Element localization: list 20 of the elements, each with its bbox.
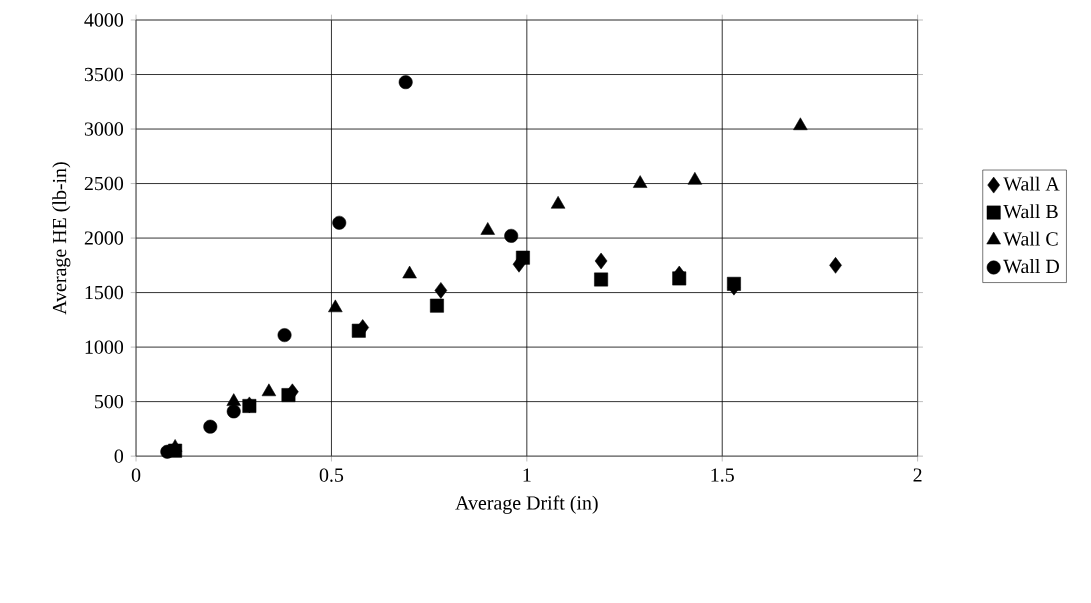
y-tick-label: 3500 (84, 67, 124, 82)
legend-label: Wall B (1003, 204, 1058, 219)
x-axis-title: Average Drift (in) (455, 495, 598, 514)
y-tick-label: 2500 (84, 176, 124, 191)
x-tick-label: 0.5 (319, 468, 344, 482)
legend-label: Wall C (1003, 231, 1058, 246)
y-tick-label: 3000 (84, 122, 124, 136)
y-tick-label: 500 (95, 394, 124, 409)
legend-label: Wall A (1003, 176, 1060, 191)
y-tick-label: 2000 (84, 231, 124, 245)
x-tick-label: 0 (131, 468, 141, 482)
y-tick-label: 1500 (85, 285, 124, 300)
x-tick-label: 2 (913, 468, 922, 482)
y-axis-title: Average HE (lb-in) (52, 162, 71, 315)
y-tick-label: 4000 (84, 13, 124, 27)
x-tick-label: 1.5 (711, 468, 734, 482)
y-tick-label: 0 (114, 449, 124, 463)
y-tick-label: 1000 (85, 340, 124, 354)
legend-label: Wall D (1003, 259, 1059, 274)
x-tick-label: 1 (523, 468, 531, 482)
